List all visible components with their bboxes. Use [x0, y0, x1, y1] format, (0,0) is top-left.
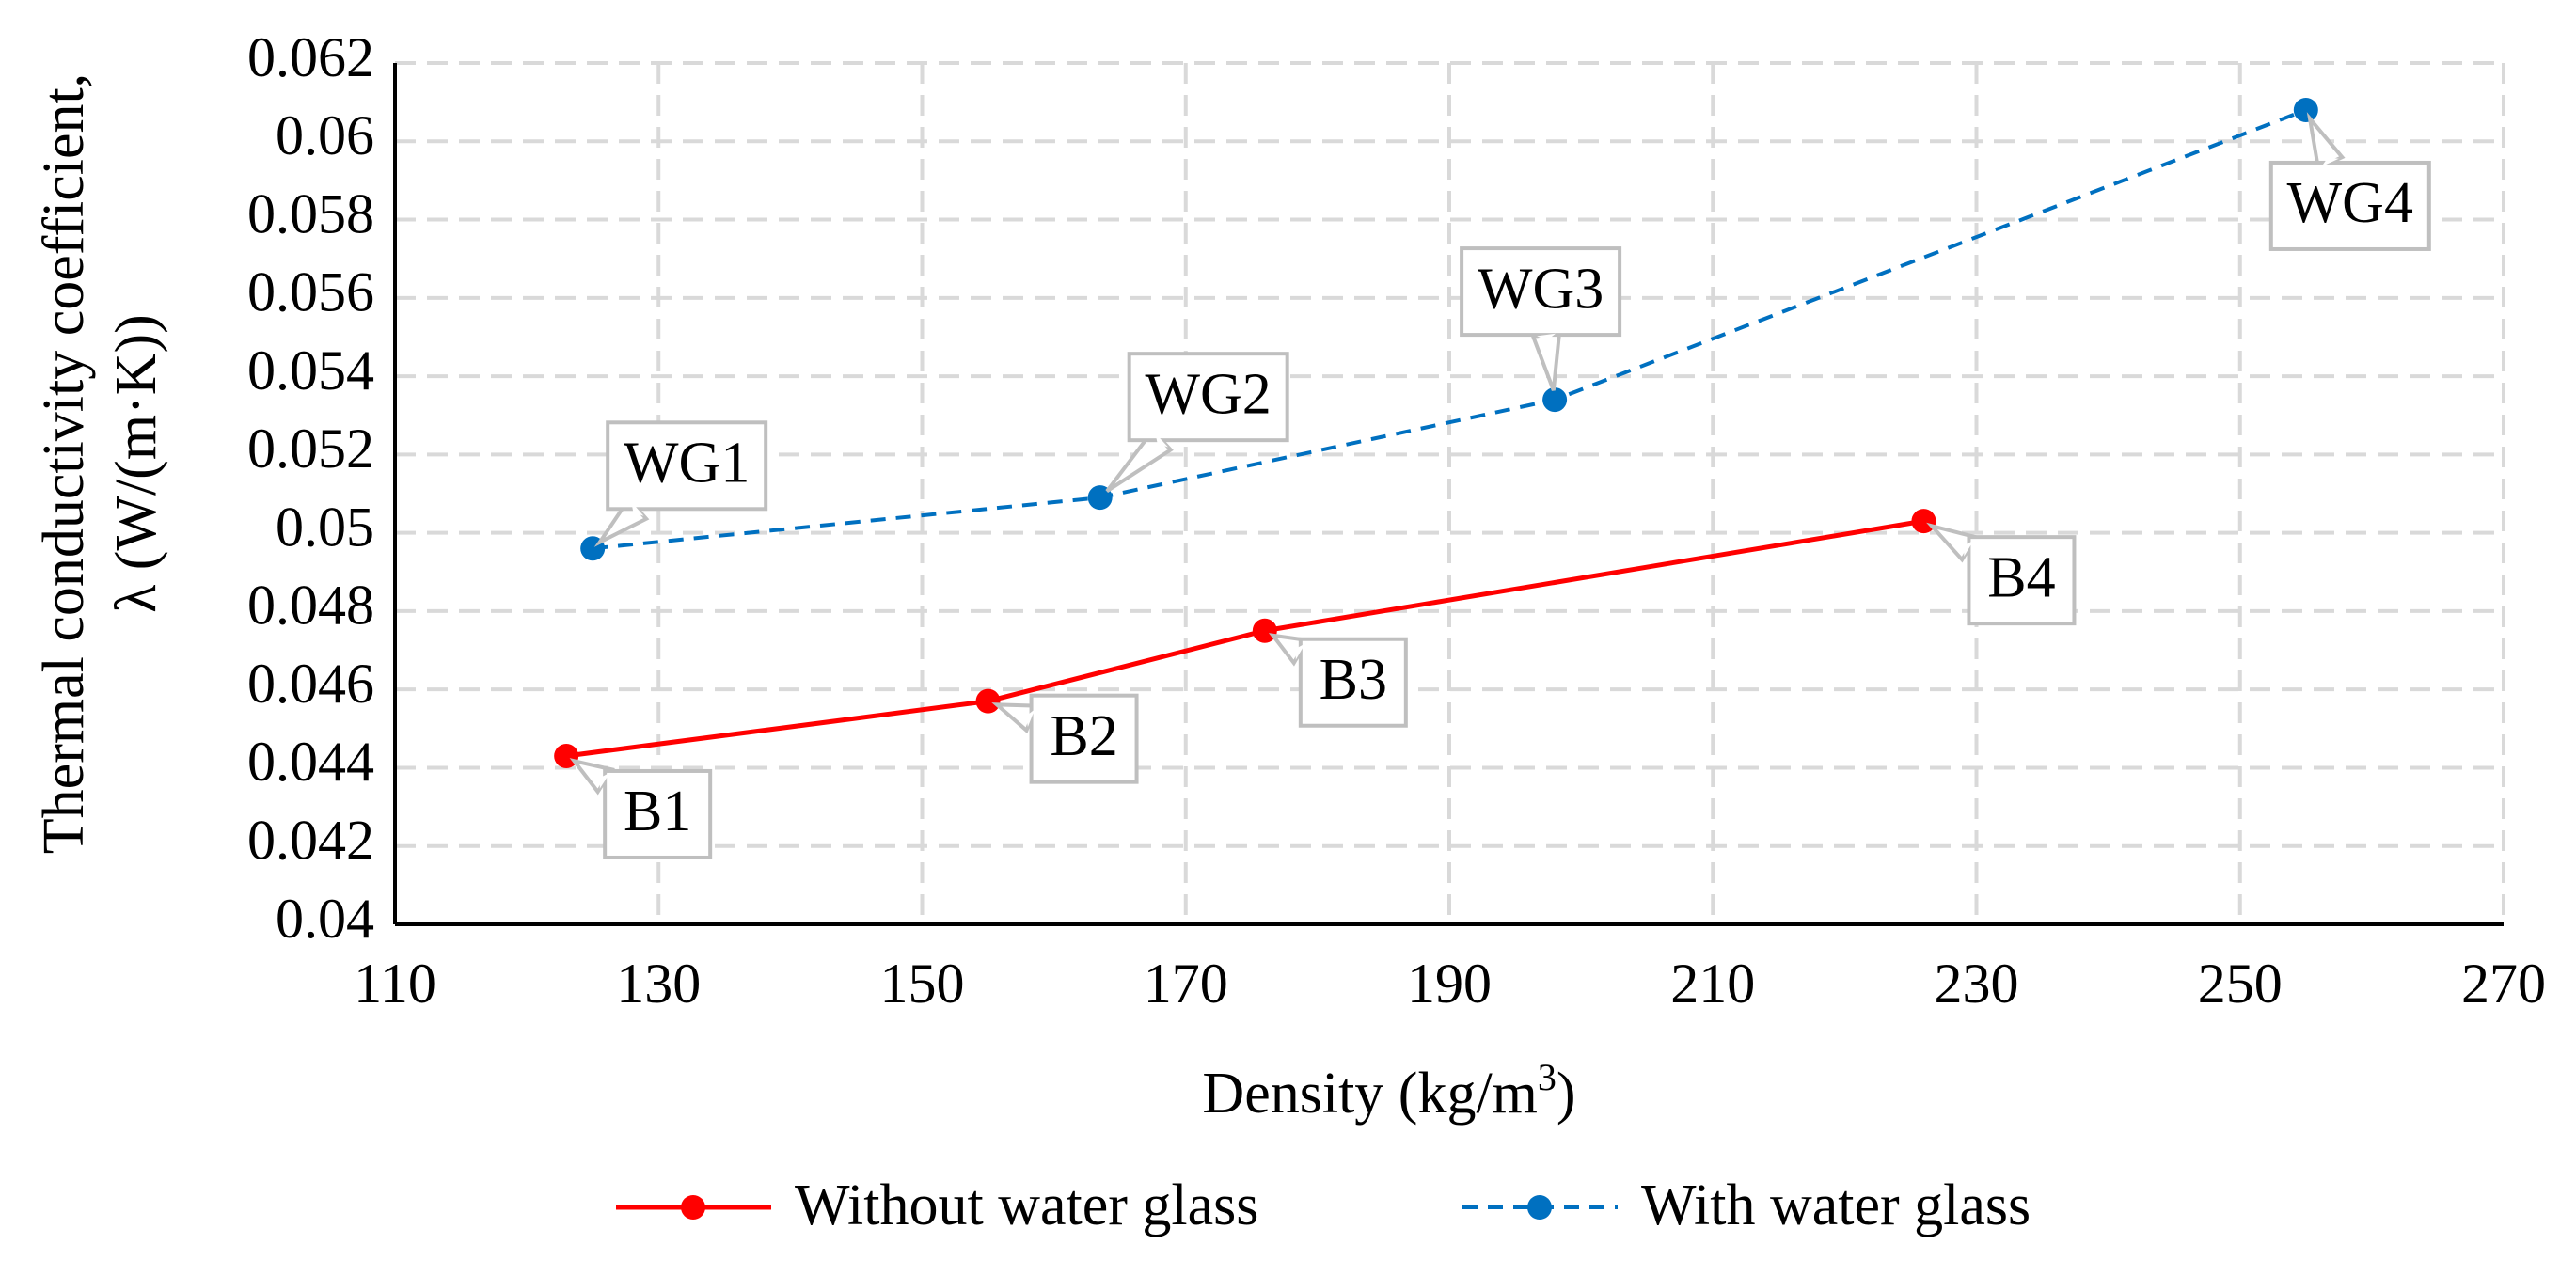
- y-tick-label: 0.054: [247, 339, 374, 402]
- x-tick-label: 190: [1407, 953, 1492, 1015]
- callout-joint: [1964, 540, 1974, 557]
- data-label-callout: WG3: [1460, 246, 1622, 391]
- callout-joint: [1025, 709, 1035, 728]
- callout-box: [2268, 160, 2431, 251]
- axes: 0.04 0.042 0.044 0.046 0.048 0.05 0.052 0.054 0.…: [247, 26, 2546, 1015]
- y-tick-label: 0.056: [247, 261, 374, 323]
- legend-swatch-marker: [681, 1195, 705, 1220]
- data-label: WG2: [1146, 362, 1272, 426]
- callout-box: [1029, 693, 1139, 784]
- data-label: WG1: [624, 432, 750, 496]
- y-tick-label: 0.046: [247, 653, 374, 715]
- series-line: [592, 108, 2307, 551]
- legend-item: With water glass: [1462, 1174, 2031, 1237]
- x-tick-label: 110: [354, 953, 436, 1015]
- callout-joint: [1155, 433, 1169, 448]
- y-tick-label: 0.052: [247, 417, 374, 480]
- legend-label: With water glass: [1641, 1174, 2031, 1237]
- x-tick-label: 210: [1670, 953, 1755, 1015]
- callout-box: [603, 768, 713, 859]
- callout-joint: [1537, 333, 1557, 341]
- x-tick-label: 150: [880, 953, 965, 1015]
- legend-item: Without water glass: [616, 1174, 1258, 1237]
- data-label-callout: WG2: [1105, 352, 1289, 494]
- data-point: [2293, 97, 2318, 122]
- x-tick-label: 170: [1144, 953, 1228, 1015]
- y-tick-label: 0.062: [247, 26, 374, 88]
- callout-box: [1127, 352, 1289, 443]
- y-tick-label: 0.048: [247, 575, 374, 637]
- y-tick-label: 0.04: [276, 888, 374, 950]
- legend-label: Without water glass: [795, 1174, 1258, 1237]
- legend: Without water glass With water glass: [616, 1174, 2031, 1237]
- series-line: [565, 518, 1924, 759]
- data-label: B4: [1987, 545, 2055, 609]
- data-label-callout: B1: [569, 758, 713, 859]
- callout-joint: [2321, 157, 2339, 167]
- y-tick-label: 0.058: [247, 182, 374, 244]
- callout-pointer: [1530, 330, 1562, 391]
- data-point: [554, 743, 579, 768]
- data-label: B2: [1050, 704, 1117, 768]
- callout-joint: [1295, 643, 1305, 660]
- callout-box: [1298, 637, 1408, 728]
- x-tick-label: 230: [1935, 953, 2019, 1015]
- callout-box: [1967, 535, 2077, 626]
- y-axis-title-line-2: λ (W/(m·K)): [104, 314, 168, 613]
- y-tick-label: 0.05: [276, 496, 374, 558]
- x-tick-label: 250: [2198, 953, 2283, 1015]
- callout-box: [1460, 246, 1622, 338]
- data-label-callout: B3: [1268, 633, 1408, 728]
- data-label: B1: [624, 780, 691, 843]
- legend-swatch-marker: [1527, 1195, 1552, 1220]
- data-label: WG3: [1478, 257, 1604, 321]
- data-label-callout: B2: [991, 693, 1139, 784]
- data-label-callout: WG1: [593, 420, 768, 547]
- grid: [395, 61, 2505, 924]
- callout-joint: [599, 772, 610, 789]
- callout-joint: [631, 501, 644, 516]
- data-label: B3: [1320, 648, 1387, 712]
- series-layer: [554, 97, 2318, 768]
- data-point: [975, 688, 1001, 714]
- data-label: WG4: [2287, 171, 2413, 235]
- x-tick-label: 130: [616, 953, 701, 1015]
- data-point: [1087, 485, 1113, 511]
- y-axis-title: Thermal conductivity coefficient,: [32, 73, 96, 854]
- data-point: [1542, 387, 1568, 413]
- y-tick-label: 0.06: [276, 104, 374, 166]
- callout-box: [606, 420, 768, 512]
- data-labels: B1 B2 B3 B4 WG1 WG2 WG3 WG4: [569, 112, 2431, 859]
- data-point: [1252, 618, 1277, 643]
- x-axis-title: Density (kg/m3): [1202, 1056, 1575, 1126]
- y-tick-label: 0.044: [247, 731, 374, 793]
- data-label-callout: B4: [1926, 522, 2077, 626]
- data-point: [1911, 509, 1936, 534]
- y-axis-title-line-1: Thermal conductivity coefficient,: [32, 73, 96, 854]
- y-tick-label: 0.042: [247, 809, 374, 871]
- data-label-callout: WG4: [2268, 112, 2431, 251]
- x-tick-label: 270: [2461, 953, 2546, 1015]
- y-axis-title-2: λ (W/(m·K)): [104, 314, 168, 613]
